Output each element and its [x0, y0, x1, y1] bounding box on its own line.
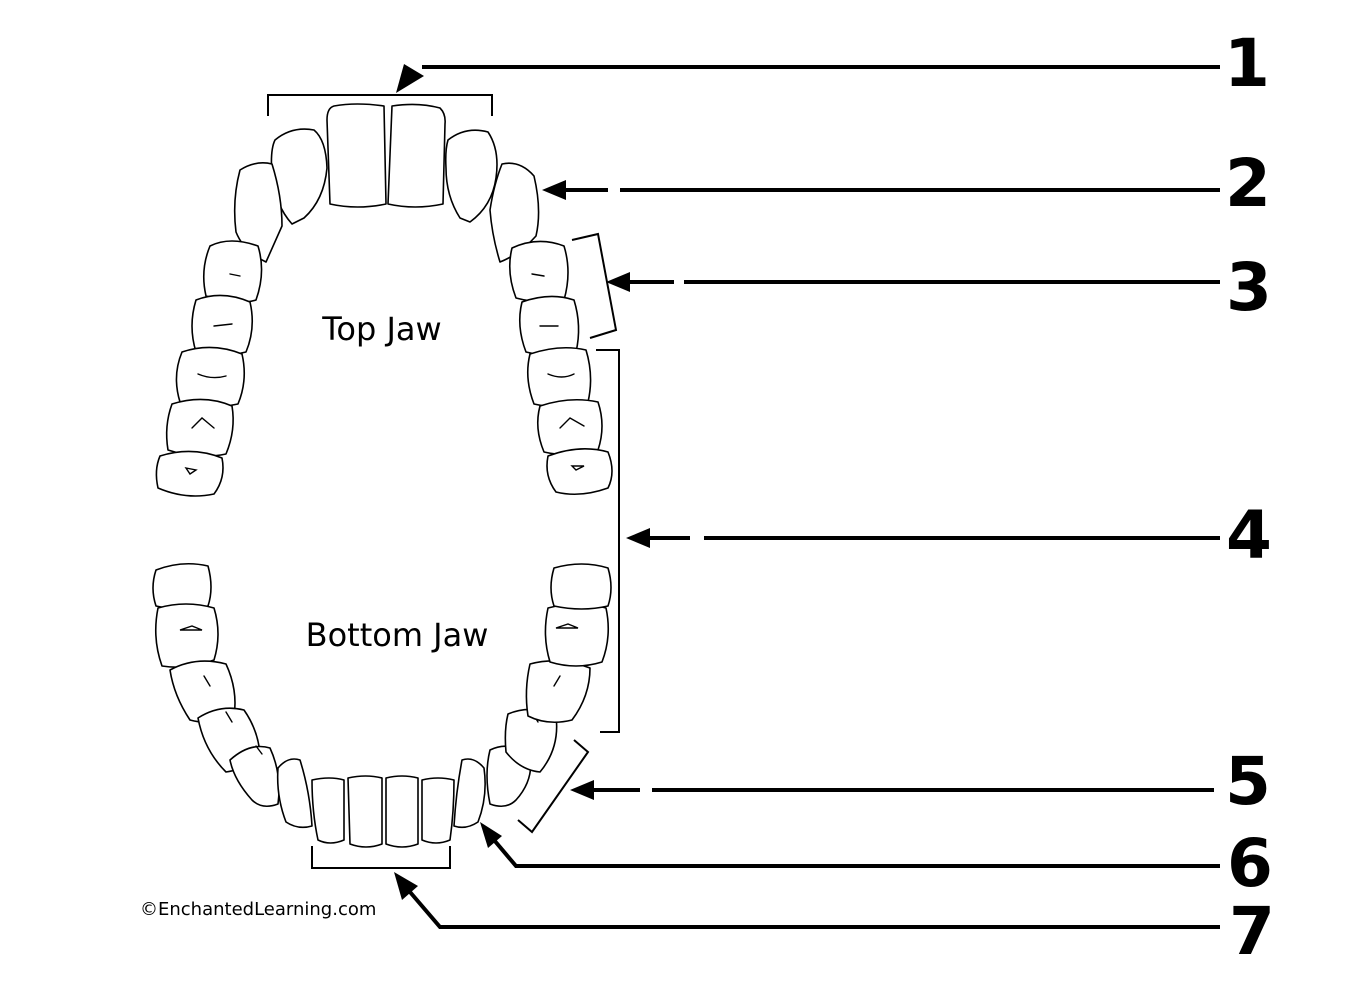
- bracket-bottom-premolars: [517, 739, 590, 834]
- arrowhead-6: [480, 822, 502, 848]
- bottom-canine-left: [276, 758, 313, 829]
- top-jaw-label: Top Jaw: [321, 310, 441, 348]
- label-7: 7: [1229, 893, 1275, 970]
- bottom-lateral-incisor-left: [311, 777, 345, 844]
- bottom-molar-1-right: [525, 660, 591, 724]
- bottom-canine-right: [453, 758, 486, 829]
- leader-6: [492, 838, 1220, 868]
- label-4: 4: [1226, 497, 1272, 574]
- bottom-central-incisor-right: [385, 775, 419, 848]
- bottom-molar-2-right: [544, 603, 610, 667]
- top-lateral-incisor-right: [444, 129, 498, 223]
- arrowhead-2: [542, 180, 566, 200]
- leader-lines: [394, 64, 1220, 929]
- bottom-premolar-1-left: [229, 745, 280, 808]
- bottom-jaw: [152, 562, 612, 848]
- label-2: 2: [1225, 145, 1271, 222]
- top-premolar-1-left: [202, 240, 263, 304]
- top-central-incisor-left: [326, 103, 387, 208]
- top-molar-3-right: [546, 448, 613, 496]
- bottom-central-incisor-left: [347, 775, 383, 848]
- bracket-bottom-incisors: [311, 846, 451, 869]
- arrowhead-3: [606, 272, 630, 292]
- bracket-molars: [596, 349, 620, 733]
- bottom-lateral-incisor-right: [421, 777, 455, 844]
- bottom-molar-3-right: [550, 563, 612, 610]
- top-central-incisor-right: [387, 103, 446, 208]
- top-premolar-1-right: [508, 240, 569, 303]
- top-jaw: [155, 103, 613, 497]
- bottom-molar-2-left: [154, 603, 219, 668]
- leader-7: [408, 890, 1220, 929]
- bottom-jaw-label: Bottom Jaw: [306, 616, 489, 654]
- arrowhead-7: [394, 872, 418, 900]
- copyright-credit: ©EnchantedLearning.com: [140, 899, 376, 920]
- arrowhead-4: [626, 528, 650, 548]
- label-1: 1: [1224, 25, 1270, 102]
- arrowhead-5: [570, 780, 594, 800]
- label-6: 6: [1227, 825, 1273, 902]
- label-5: 5: [1225, 743, 1271, 820]
- top-molar-2-right: [536, 398, 603, 456]
- top-molar-2-left: [165, 398, 234, 458]
- bottom-molar-3-left: [152, 562, 212, 610]
- arrowhead-1: [396, 64, 424, 93]
- bracket-top-incisors: [267, 94, 493, 116]
- top-canine-left: [233, 162, 283, 263]
- label-3: 3: [1226, 249, 1272, 326]
